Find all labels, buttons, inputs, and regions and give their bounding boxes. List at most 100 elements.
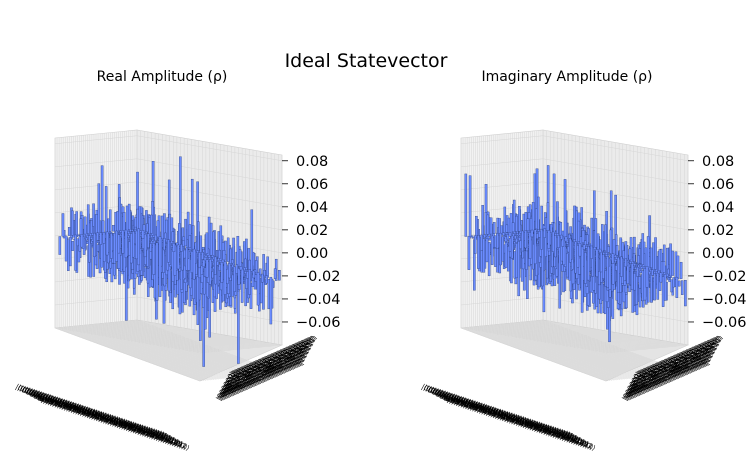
bar — [240, 267, 244, 303]
bar — [124, 229, 128, 258]
bar — [147, 233, 150, 248]
bar — [80, 234, 84, 248]
bar — [77, 234, 81, 237]
grid-line — [181, 341, 264, 351]
grid-line — [508, 323, 654, 377]
grid-line — [118, 321, 264, 376]
bar — [521, 230, 524, 252]
bar — [198, 252, 201, 269]
grid-line — [475, 326, 621, 380]
grid-line — [485, 325, 631, 379]
bar — [608, 253, 612, 255]
grid-line — [477, 326, 623, 380]
grid-line — [54, 158, 138, 168]
real-amplitude-title: Real Amplitude (ρ) — [97, 69, 228, 85]
bar — [517, 241, 520, 297]
grid-line — [576, 339, 660, 349]
bar — [496, 233, 499, 249]
z-tick-label: 0.06 — [702, 177, 734, 193]
bar — [599, 250, 603, 273]
grid-line — [536, 320, 682, 374]
bar — [155, 242, 159, 301]
imaginary-amplitude-title: Imaginary Amplitude (ρ) — [481, 69, 652, 85]
grid-line — [132, 320, 278, 374]
real-amplitude-panel: Real Amplitude (ρ) 0.08 0.06 0.04 0.02 0.00 −… — [14, 69, 340, 453]
bar — [641, 233, 645, 265]
grid-line — [542, 296, 689, 323]
bar — [607, 246, 610, 253]
bar — [226, 237, 230, 262]
grid-line — [503, 323, 650, 378]
bar — [203, 254, 207, 257]
bar — [543, 228, 546, 238]
bar — [468, 175, 472, 239]
bar — [530, 229, 534, 238]
bar — [646, 236, 650, 269]
bar — [499, 232, 502, 266]
bar — [158, 236, 162, 298]
grid-line — [100, 323, 246, 377]
grid-line — [54, 204, 138, 214]
bar — [243, 258, 247, 268]
grid-line — [185, 342, 268, 351]
grid-line — [460, 296, 544, 306]
z-tick-label: 0.02 — [702, 223, 734, 239]
bar — [205, 259, 209, 278]
bar — [214, 256, 217, 275]
bar — [595, 249, 599, 277]
bar — [189, 248, 193, 251]
grid-line — [128, 320, 274, 375]
bar — [250, 209, 254, 274]
grid-line — [134, 319, 281, 374]
bar — [490, 235, 494, 265]
bar — [514, 235, 517, 240]
grid-line — [145, 335, 228, 344]
bar — [278, 270, 281, 281]
z-tick-label: −0.06 — [296, 315, 340, 331]
imaginary-amplitude-panel: Imaginary Amplitude (ρ) 0.08 0.06 0.04 0.02… — [420, 69, 746, 453]
bar — [587, 246, 590, 281]
bar — [273, 268, 277, 279]
grid-line — [136, 181, 283, 208]
grid-line — [514, 322, 660, 377]
bar — [67, 227, 71, 236]
bars — [464, 165, 687, 343]
bar — [564, 236, 568, 242]
bar — [97, 183, 101, 235]
grid-line — [598, 343, 681, 352]
bar — [677, 280, 681, 287]
bar — [269, 276, 273, 325]
bar — [505, 224, 509, 233]
bar — [566, 250, 569, 278]
grid-line — [547, 334, 631, 344]
basis-labels: |000000⟩ |000000⟩|000001⟩ |000001⟩|000010⟩… — [14, 334, 319, 453]
bar — [653, 273, 656, 301]
bar — [684, 280, 687, 307]
bar — [208, 259, 212, 285]
bar — [61, 213, 65, 237]
bar — [96, 232, 99, 241]
bar — [651, 269, 654, 276]
grid-line — [542, 158, 689, 185]
grid-line — [124, 320, 270, 375]
bar — [545, 244, 549, 279]
grid-line — [493, 324, 639, 379]
bar — [467, 236, 471, 270]
grid-line — [580, 340, 663, 349]
bar — [528, 232, 532, 259]
bar — [560, 234, 563, 240]
bar — [223, 261, 227, 295]
grid-line — [54, 181, 138, 191]
bar — [464, 173, 468, 237]
bar — [492, 222, 496, 234]
grid-line — [160, 337, 243, 347]
grid-line — [481, 325, 627, 380]
grid-line — [81, 325, 227, 379]
grid-line — [126, 320, 272, 375]
bar — [524, 230, 528, 249]
bar — [88, 235, 91, 263]
grid-line — [501, 323, 648, 378]
bar — [134, 226, 137, 230]
bar — [99, 232, 103, 245]
